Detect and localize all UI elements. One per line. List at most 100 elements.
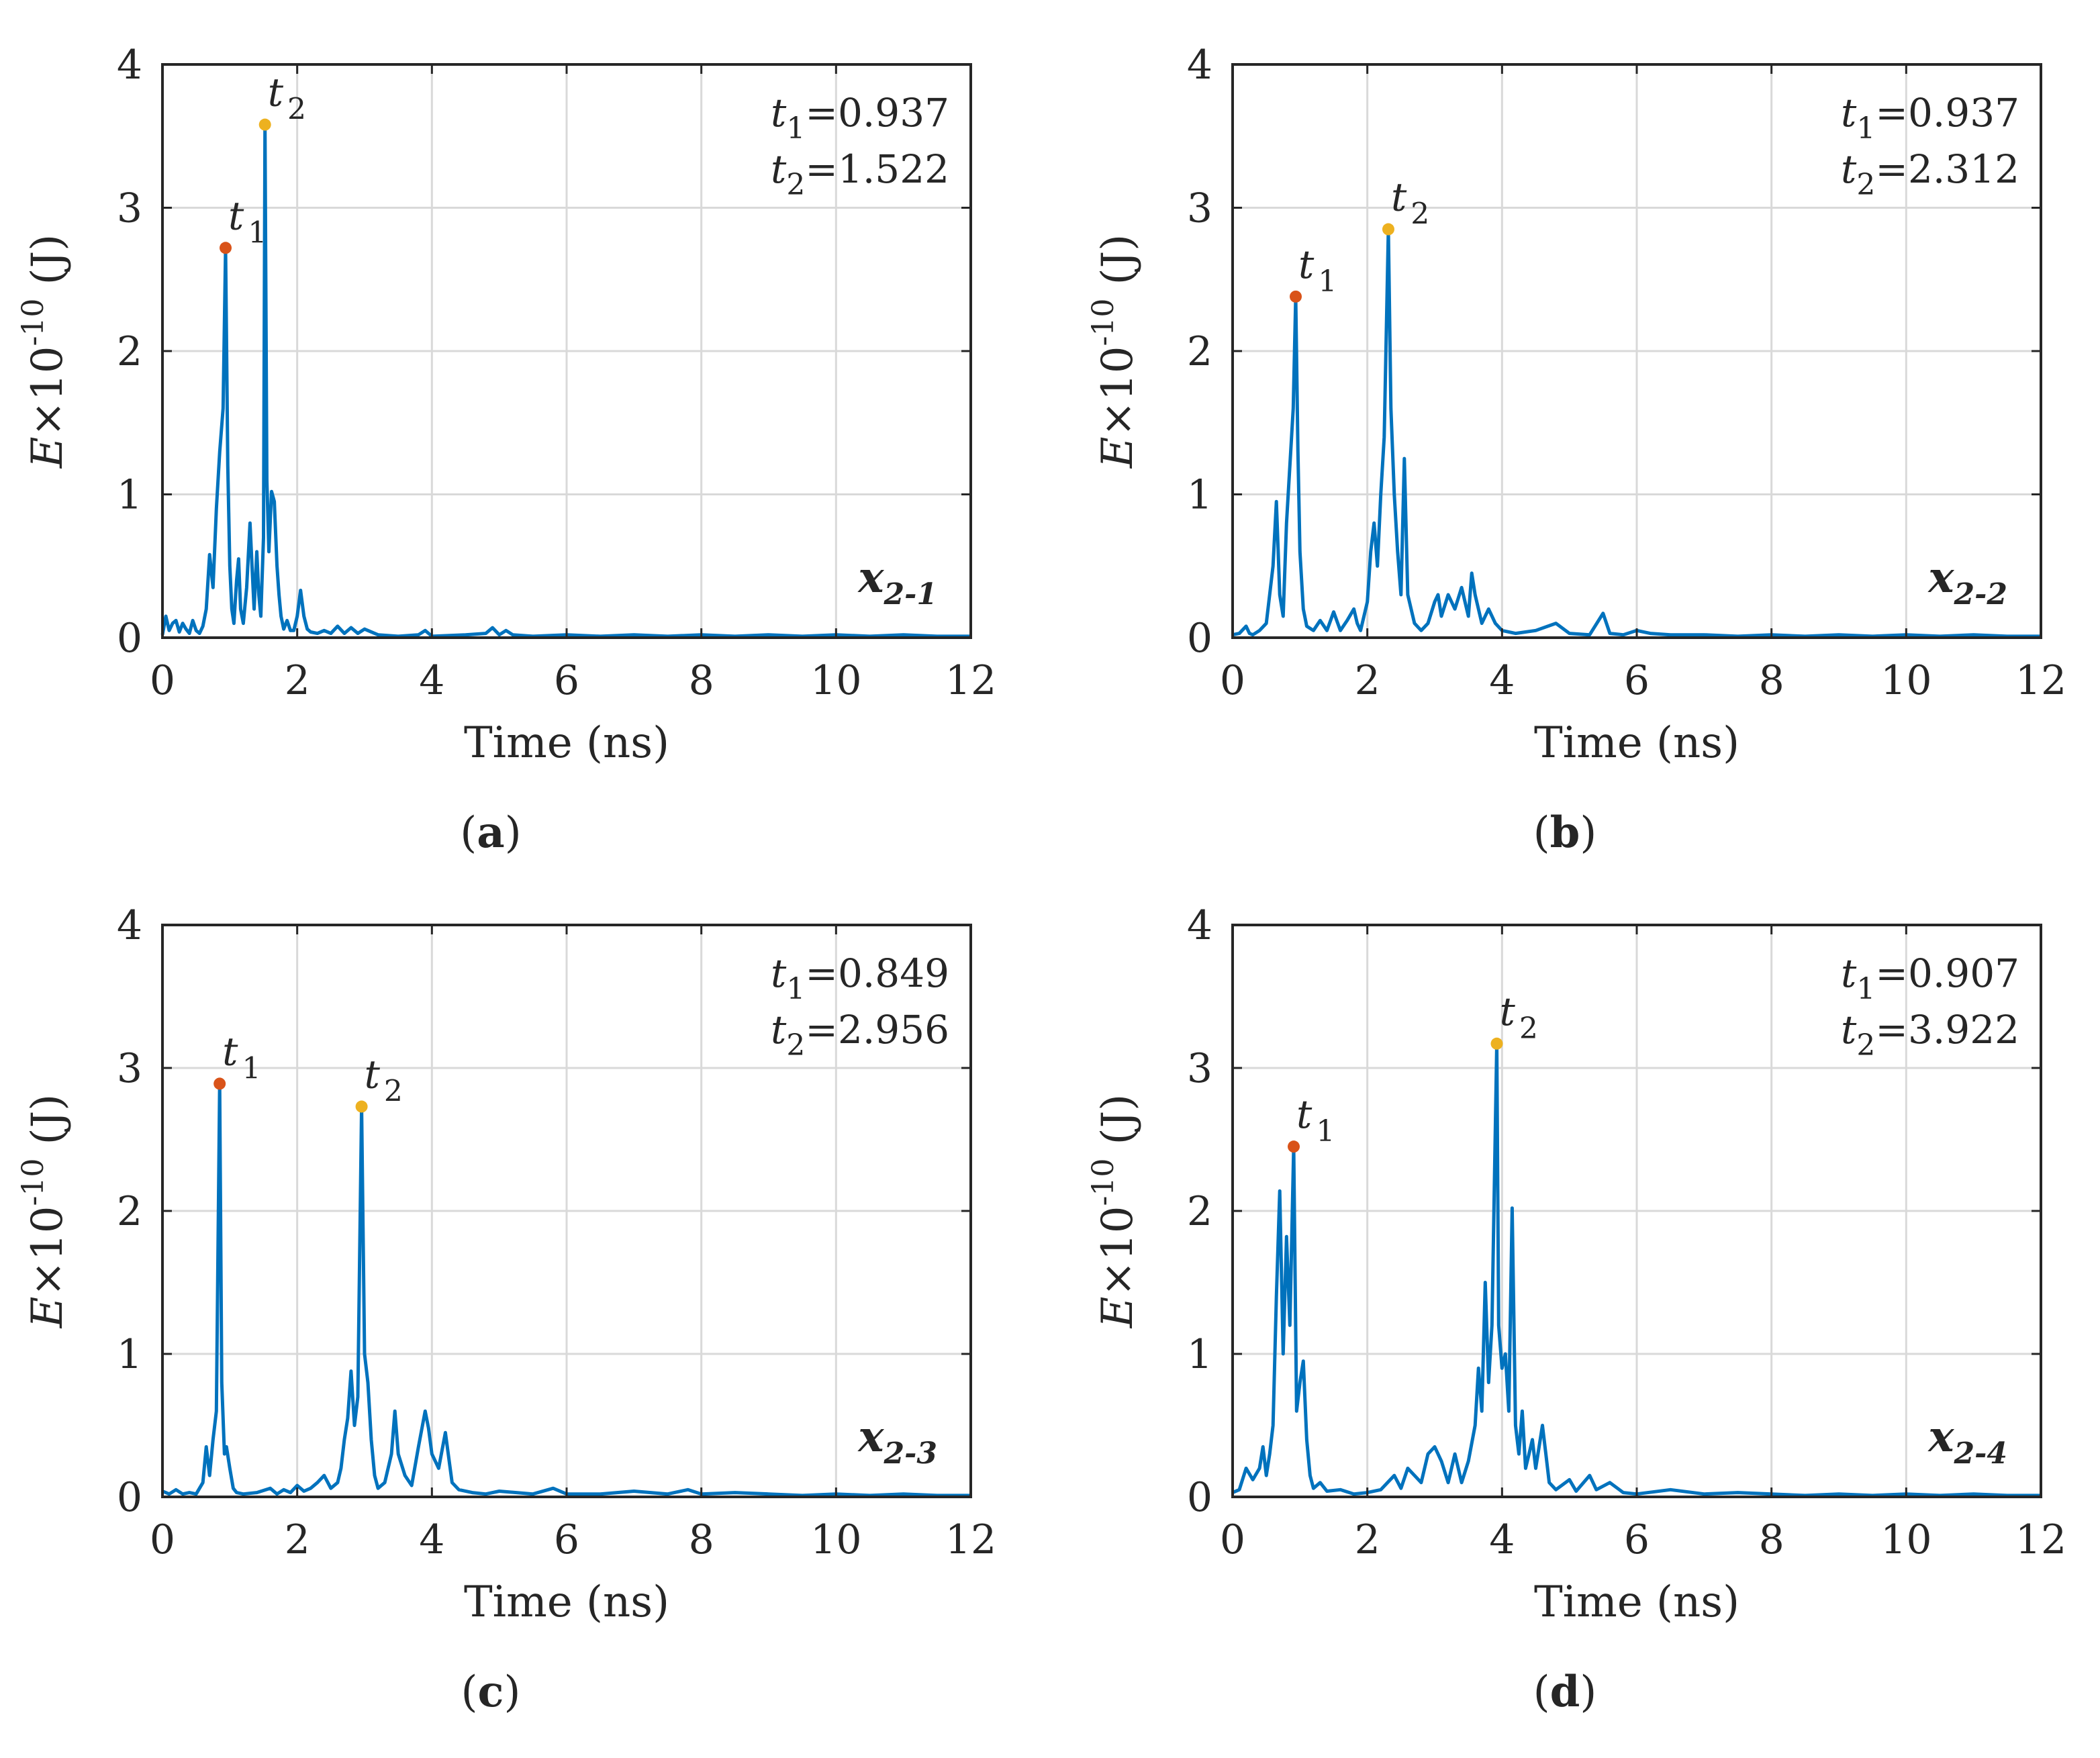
annotation-subscript: 1 xyxy=(786,111,805,146)
x-tick-label: 4 xyxy=(419,1516,444,1563)
peak-name: t xyxy=(365,1052,381,1097)
caption-letter: c xyxy=(478,1667,504,1717)
dataset-tag-subscript: 2-2 xyxy=(1954,577,2008,612)
dataset-tag-subscript: 2-1 xyxy=(884,577,938,612)
peak-name: t xyxy=(222,1028,238,1074)
x-tick-label: 2 xyxy=(285,657,310,704)
peak-name: t xyxy=(1296,1091,1312,1137)
x-tick-label: 2 xyxy=(1355,657,1380,704)
x-tick-label: 0 xyxy=(150,1516,175,1563)
y-axis-symbol: E xyxy=(1093,1297,1143,1329)
peak-subscript: 1 xyxy=(248,215,267,250)
peak-2-annotation: t2=3.922 xyxy=(1841,1007,2019,1063)
y-tick-label: 2 xyxy=(1187,1188,1212,1235)
x-tick-label: 6 xyxy=(554,1516,579,1563)
caption-open-paren: ( xyxy=(461,1667,478,1717)
annotation-value: =3.922 xyxy=(1875,1007,2019,1053)
y-tick-label: 2 xyxy=(117,1188,142,1235)
x-tick-label: 8 xyxy=(1759,1516,1784,1563)
dataset-tag-base: x xyxy=(1927,552,1954,603)
peak-subscript: 1 xyxy=(1316,1114,1335,1149)
y-tick-label: 2 xyxy=(117,328,142,375)
energy-series-line xyxy=(160,123,971,638)
peak-1-annotation: t1=0.937 xyxy=(1841,90,2019,146)
peak-subscript: 2 xyxy=(1519,1012,1538,1046)
caption-close-paren: ) xyxy=(1580,808,1596,858)
x-tick-label: 6 xyxy=(554,657,579,704)
annotation-value: =2.956 xyxy=(805,1007,949,1053)
annotation-name: t xyxy=(771,146,787,192)
x-tick-label: 6 xyxy=(1624,657,1650,704)
y-tick-label: 1 xyxy=(1187,472,1212,519)
panel-caption: (d) xyxy=(1533,1667,1597,1717)
y-axis-multiplier: ×10 xyxy=(23,346,73,437)
y-tick-label: 4 xyxy=(1187,42,1212,89)
x-tick-label: 0 xyxy=(1220,1516,1245,1563)
y-axis-exponent: -10 xyxy=(1086,299,1120,346)
peak-2-annotation: t2=2.956 xyxy=(771,1007,949,1063)
peak-subscript: 2 xyxy=(287,93,306,127)
x-tick-label: 2 xyxy=(285,1516,310,1563)
y-tick-label: 1 xyxy=(117,1331,142,1378)
annotation-value: =0.907 xyxy=(1875,950,2019,996)
dataset-tag-base: x xyxy=(1927,1412,1954,1462)
x-axis-label: Time (ns) xyxy=(1534,1577,1739,1627)
y-tick-label: 0 xyxy=(1187,615,1212,662)
y-axis-symbol: E xyxy=(1093,437,1143,469)
y-axis-exponent: -10 xyxy=(16,299,50,346)
y-tick-label: 4 xyxy=(117,902,142,949)
annotation-name: t xyxy=(771,90,787,136)
y-tick-label: 0 xyxy=(1187,1474,1212,1521)
peak-1-annotation: t1=0.937 xyxy=(771,90,949,146)
annotation-name: t xyxy=(771,1007,787,1053)
y-axis-multiplier: ×10 xyxy=(1093,1206,1143,1297)
peak-subscript: 2 xyxy=(1411,197,1429,232)
peak-2-annotation: t2=1.522 xyxy=(771,146,949,202)
y-axis-symbol: E xyxy=(23,1297,73,1329)
caption-letter: a xyxy=(477,808,504,858)
y-axis-multiplier: ×10 xyxy=(1093,346,1143,437)
y-axis-label: E×10-10 (J) xyxy=(16,234,73,469)
y-tick-label: 4 xyxy=(1187,902,1212,949)
energy-series-line xyxy=(1232,228,2041,638)
x-axis-label: Time (ns) xyxy=(464,718,669,768)
x-tick-label: 4 xyxy=(1489,657,1515,704)
peak-1-annotation: t1=0.907 xyxy=(1841,950,2019,1006)
dataset-tag: x2-4 xyxy=(1927,1412,2007,1471)
x-tick-label: 12 xyxy=(945,1516,996,1563)
y-axis-multiplier: ×10 xyxy=(23,1206,73,1297)
y-tick-label: 0 xyxy=(117,615,142,662)
y-axis-exponent: -10 xyxy=(16,1159,50,1206)
peak-name: t xyxy=(1298,242,1315,287)
peak-2-marker xyxy=(1382,223,1394,236)
panel-caption: (a) xyxy=(460,808,521,858)
peak-1-marker xyxy=(213,1077,226,1090)
dataset-tag-base: x xyxy=(857,1412,884,1462)
x-axis-label: Time (ns) xyxy=(1534,718,1739,768)
annotation-subscript: 2 xyxy=(1856,168,1875,202)
annotation-subscript: 1 xyxy=(786,972,805,1006)
dataset-tag-subscript: 2-4 xyxy=(1954,1436,2008,1471)
annotation-subscript: 2 xyxy=(1856,1028,1875,1063)
dataset-tag: x2-1 xyxy=(857,552,937,612)
y-tick-label: 1 xyxy=(1187,1331,1212,1378)
annotation-subscript: 1 xyxy=(1856,972,1875,1006)
peak-name: t xyxy=(228,193,244,238)
annotation-value: =0.937 xyxy=(1875,90,2019,136)
y-tick-label: 4 xyxy=(117,42,142,89)
y-tick-label: 0 xyxy=(117,1474,142,1521)
x-tick-label: 4 xyxy=(419,657,444,704)
y-tick-label: 2 xyxy=(1187,328,1212,375)
caption-open-paren: ( xyxy=(460,808,477,858)
dataset-tag: x2-2 xyxy=(1927,552,2007,612)
energy-series-line xyxy=(162,1081,971,1498)
annotation-value: =0.849 xyxy=(805,950,949,996)
annotation-name: t xyxy=(1841,90,1857,136)
